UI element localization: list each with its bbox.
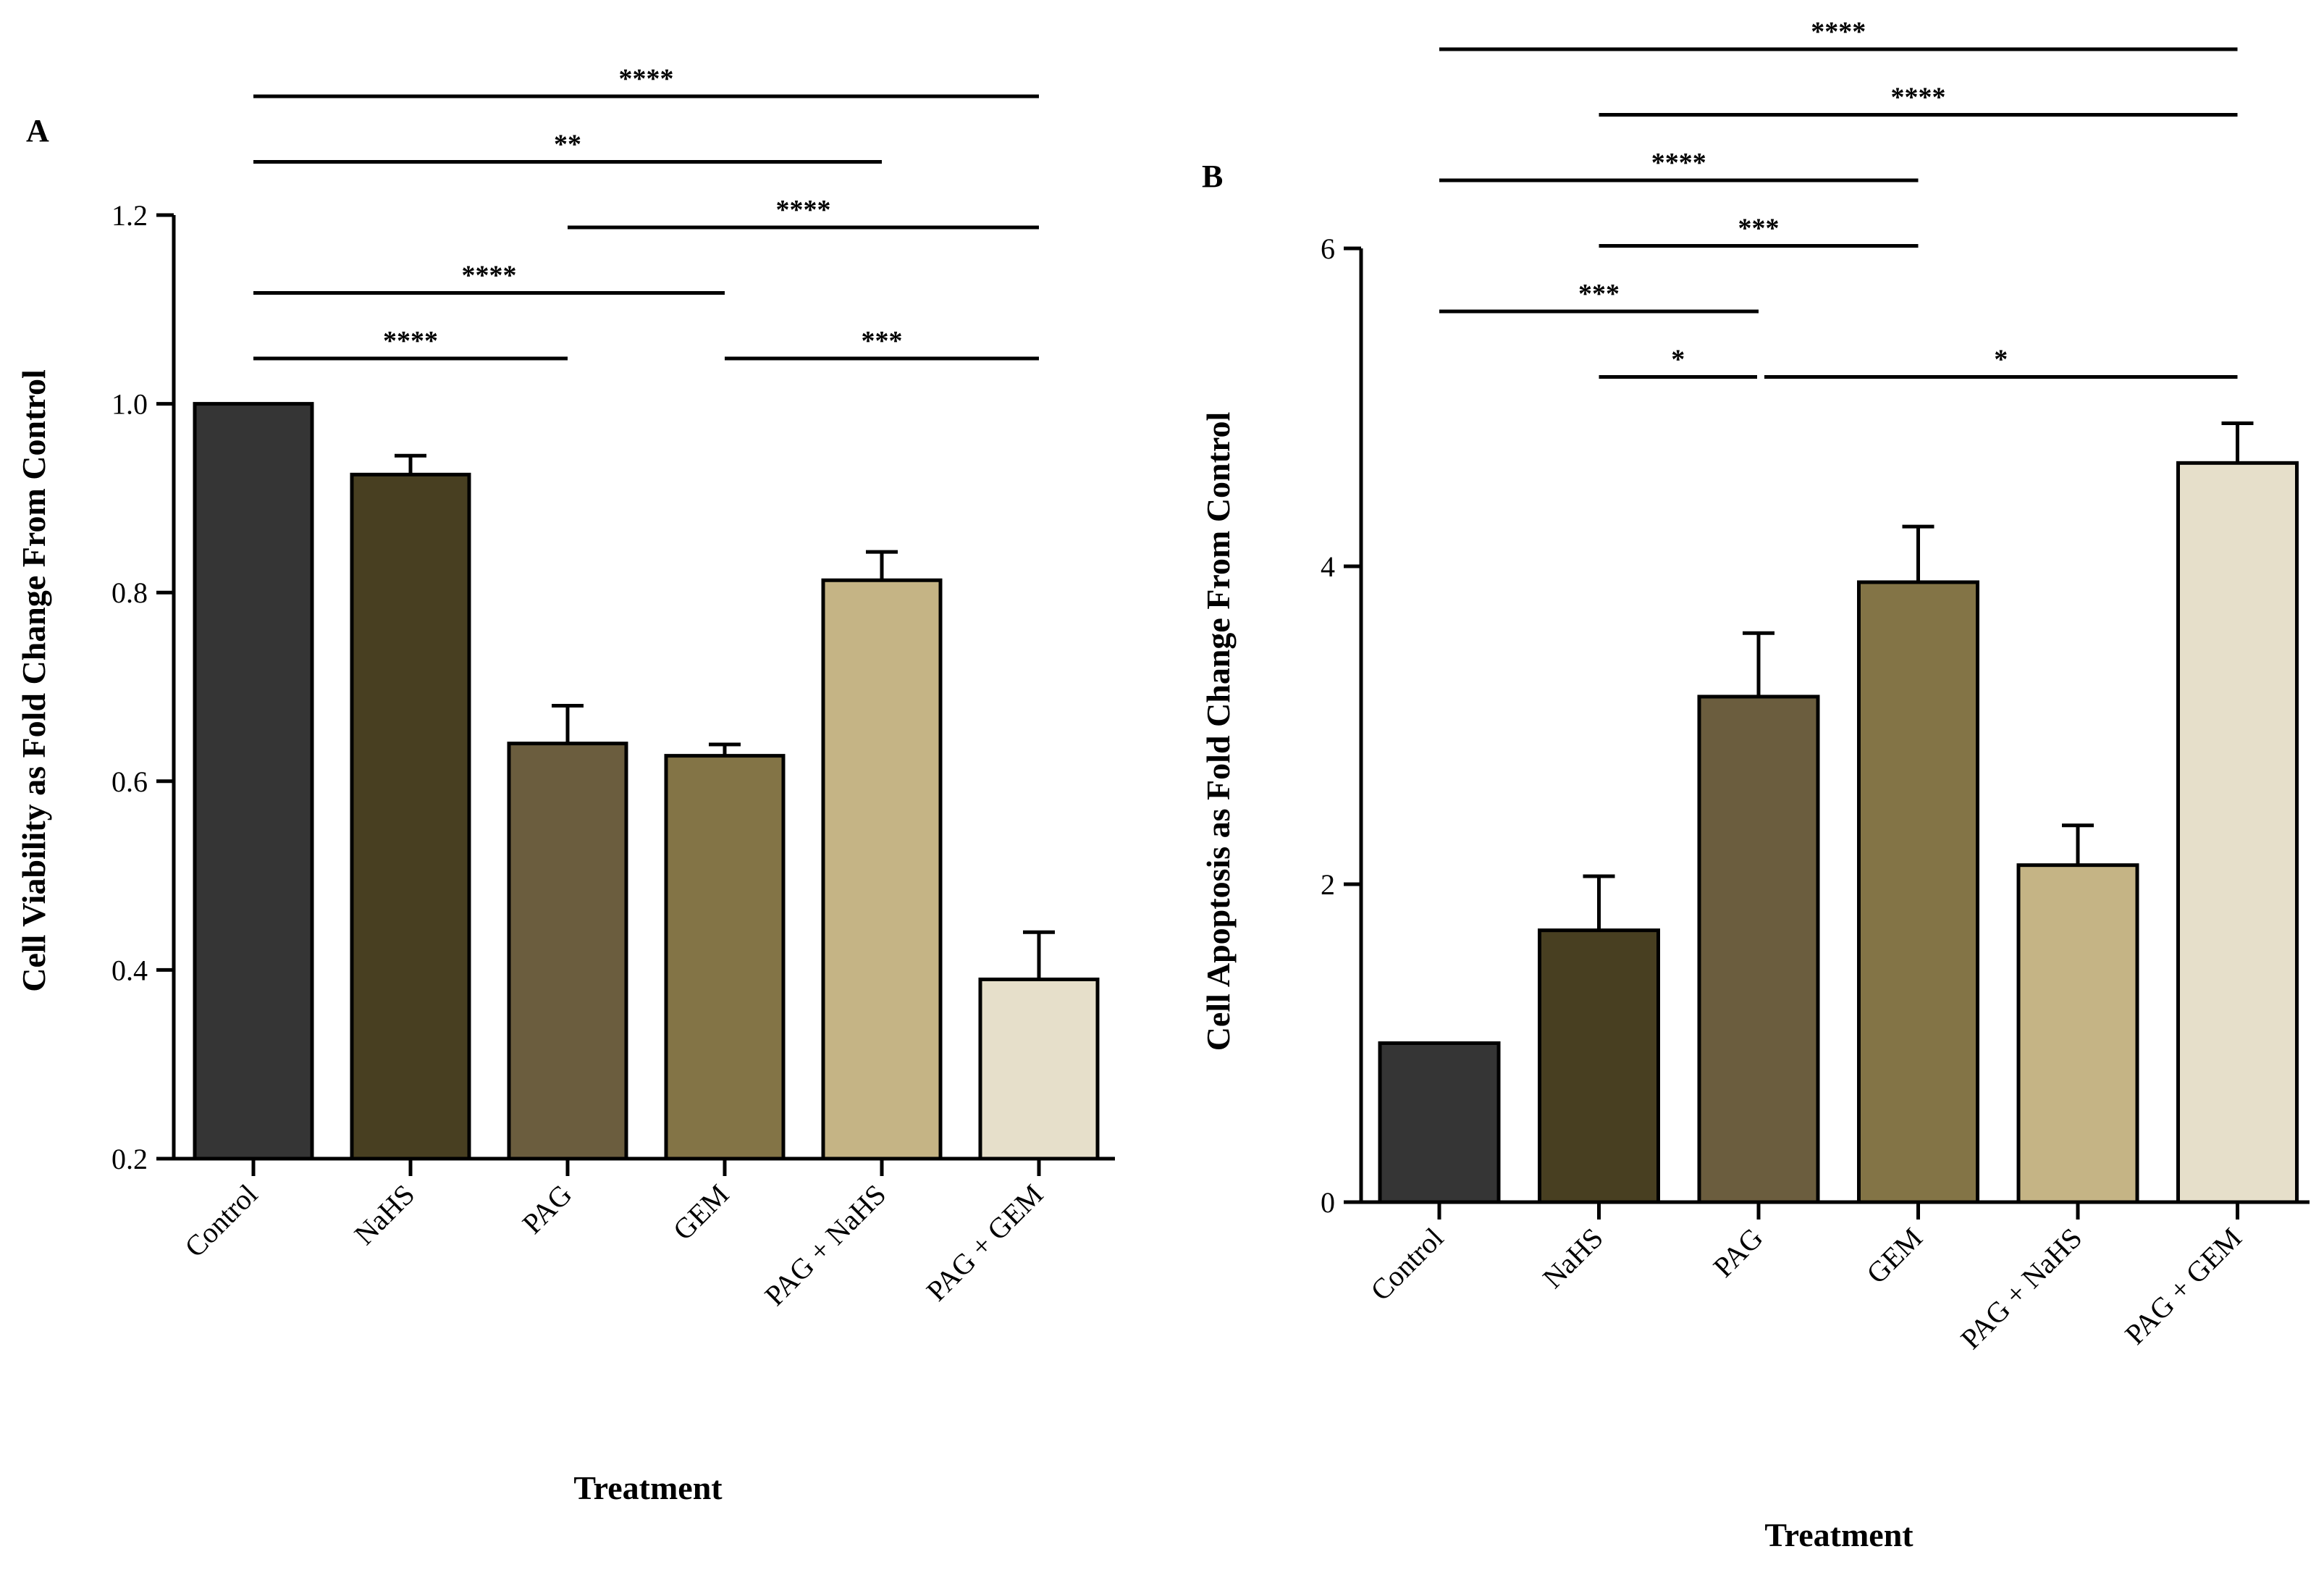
panel-a-bar-2 <box>350 472 471 1161</box>
panel-b-y-tick-label: 4 <box>1321 550 1335 583</box>
panel-b-y-tick-label: 0 <box>1321 1186 1335 1219</box>
panel-b-significance-label: *** <box>1738 214 1780 244</box>
panel-b-bar-4 <box>1857 580 1979 1204</box>
panel-b-significance-label: **** <box>1651 148 1706 178</box>
panel-a-bar-4 <box>664 754 786 1161</box>
panel-b-significance-label: * <box>1994 345 2008 375</box>
panel-b-letter: B <box>1202 159 1223 194</box>
panel-a-bar-1 <box>193 402 314 1161</box>
panel-a-significance-label: **** <box>462 261 517 291</box>
panel-b-significance-label: * <box>1671 345 1685 375</box>
panel-b-x-axis-title: Treatment <box>1764 1516 1913 1553</box>
panel-b: B Cell Apoptosis as Fold Change From Con… <box>1200 17 2310 1553</box>
panel-a-y-tick-label: 1.2 <box>111 199 148 232</box>
panel-b-y-tick-label: 2 <box>1321 868 1335 901</box>
panel-a-significance-label: **** <box>619 64 674 94</box>
panel-a-letter: A <box>26 113 49 148</box>
panel-a-x-axis-title: Treatment <box>573 1469 723 1506</box>
panel-a-y-tick-label: 0.8 <box>111 576 148 609</box>
panel-a-y-tick-label: 1.0 <box>111 388 148 421</box>
panel-a-bar-6 <box>978 977 1100 1161</box>
panel-b-bar-6 <box>2176 461 2299 1204</box>
panel-a-significance-label: ** <box>554 130 581 160</box>
panel-a-y-tick-label: 0.4 <box>111 954 148 986</box>
panel-b-y-axis-title: Cell Apoptosis as Fold Change From Contr… <box>1200 412 1237 1051</box>
panel-b-bar-5 <box>2016 863 2139 1204</box>
panel-a-y-tick-label: 0.2 <box>111 1143 148 1175</box>
panel-b-significance-label: *** <box>1578 279 1620 309</box>
panel-b-y-tick-label: 6 <box>1321 232 1335 265</box>
panel-a-y-tick-label: 0.6 <box>111 765 148 798</box>
panel-a-y-axis-title: Cell Viability as Fold Change From Contr… <box>15 369 52 992</box>
panel-a-bar-5 <box>821 578 943 1161</box>
panel-b-bar-3 <box>1697 694 1820 1204</box>
panel-b-significance-label: **** <box>1811 17 1866 47</box>
panel-a-significance-label: **** <box>776 195 831 225</box>
panel-a-significance-label: *** <box>862 326 903 356</box>
panel-a-bar-3 <box>507 742 628 1161</box>
panel-b-significance-label: **** <box>1891 83 1946 113</box>
panel-b-bar-2 <box>1538 928 1660 1204</box>
panel-b-bar-1 <box>1378 1041 1501 1204</box>
panel-a: A Cell Viability as Fold Change From Con… <box>15 64 1115 1506</box>
panel-a-significance-label: **** <box>383 326 438 356</box>
